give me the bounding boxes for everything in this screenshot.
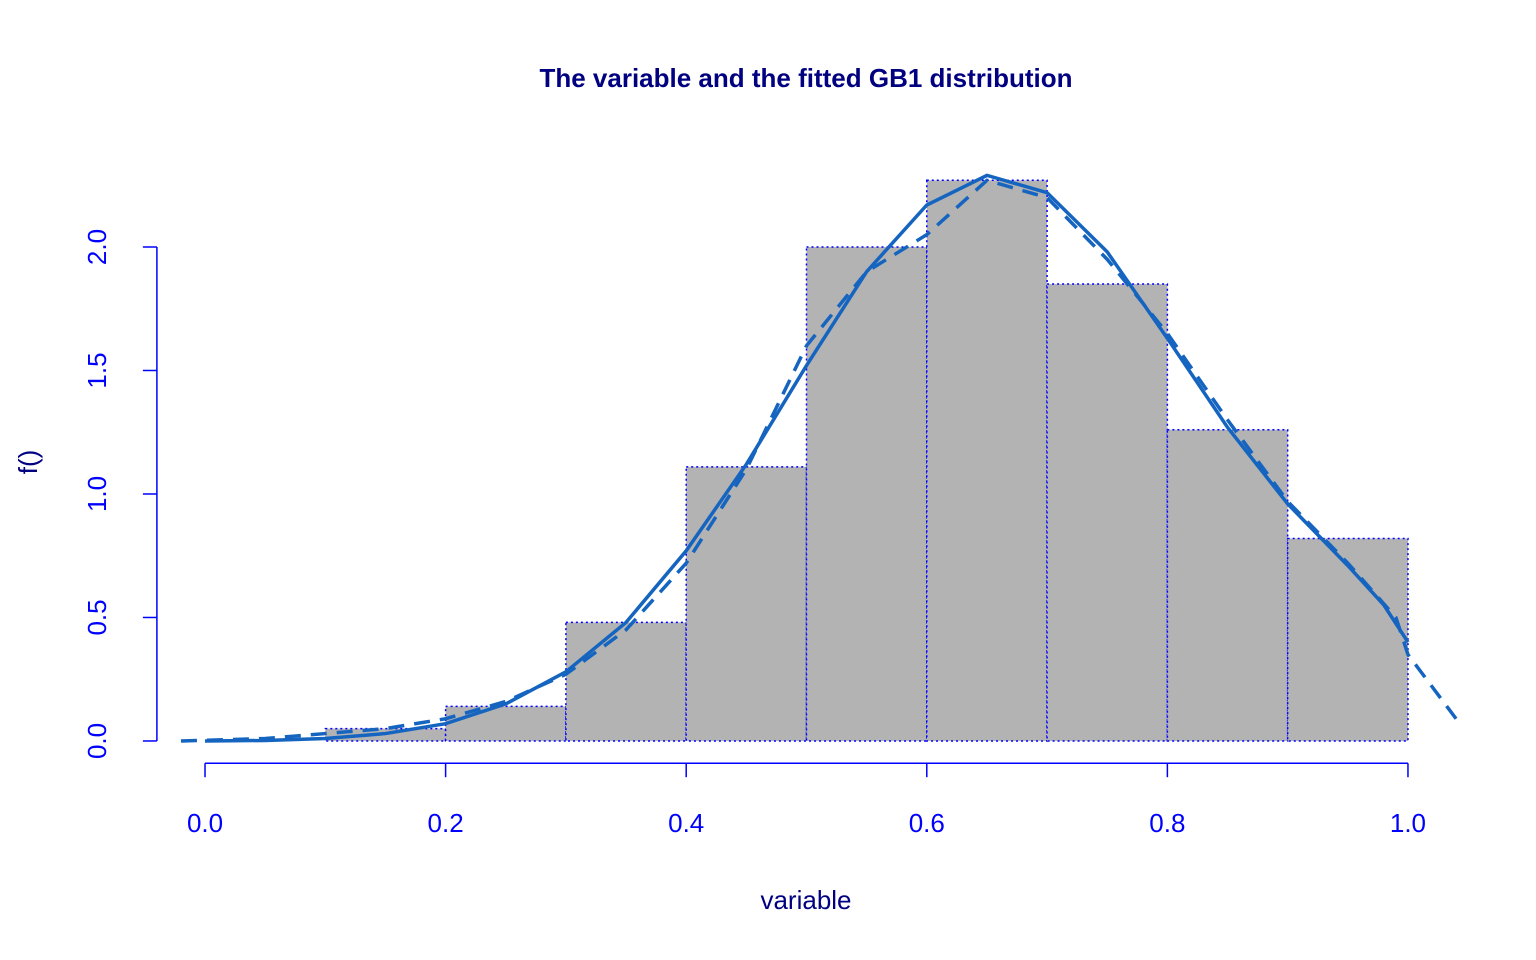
y-tick-label: 0.5 [82,599,112,635]
density-line [205,173,1410,743]
bar [565,621,687,742]
x-tick-label: 1.0 [1390,808,1426,838]
x-axis-label: variable [760,885,851,915]
bar [685,466,808,742]
x-tick-label: 0.2 [428,808,464,838]
chart-title: The variable and the fitted GB1 distribu… [539,63,1072,93]
x-tick-label: 0.6 [909,808,945,838]
y-tick-label: 1.0 [82,476,112,512]
bar [444,705,567,742]
y-tick-label: 1.5 [82,352,112,388]
y-axis-label: f() [13,450,43,475]
bar [1286,537,1409,742]
bar [926,179,1048,742]
x-tick-label: 0.0 [187,808,223,838]
y-tick-label: 0.0 [82,723,112,759]
bar [805,246,928,742]
y-tick-label: 2.0 [82,229,112,265]
x-tick-label: 0.4 [668,808,704,838]
bar [1166,429,1289,742]
bar [1046,283,1169,742]
density-line [180,178,1458,743]
x-tick-label: 0.8 [1149,808,1185,838]
